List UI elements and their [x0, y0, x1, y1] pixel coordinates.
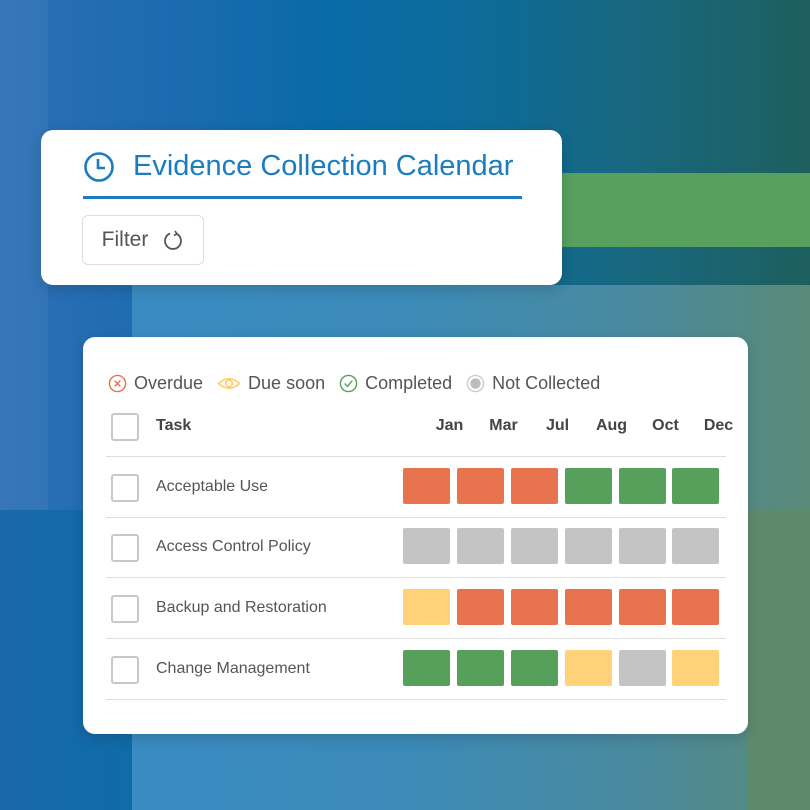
- select-all-checkbox[interactable]: [111, 413, 139, 441]
- clock-icon: [84, 151, 114, 182]
- status-cell-overdue[interactable]: [619, 589, 666, 625]
- refresh-icon: [164, 230, 183, 250]
- task-column-header: Task: [156, 417, 192, 434]
- status-cell-due-soon[interactable]: [672, 650, 719, 686]
- status-cell-due-soon[interactable]: [565, 650, 612, 686]
- status-cell-overdue[interactable]: [511, 589, 558, 625]
- legend-label: Due soon: [248, 373, 326, 393]
- month-header-jul: Jul: [545, 417, 570, 434]
- legend-not-collected: Not Collected: [466, 373, 600, 394]
- status-cell-completed[interactable]: [565, 468, 612, 504]
- task-name: Acceptable Use: [156, 478, 269, 495]
- month-header-jan: Jan: [435, 417, 464, 434]
- background-band: [748, 510, 810, 810]
- status-cell-overdue[interactable]: [672, 589, 719, 625]
- row-checkbox[interactable]: [111, 474, 139, 502]
- month-header-dec: Dec: [703, 417, 734, 434]
- legend-completed: Completed: [339, 373, 452, 394]
- task-name: Change Management: [156, 660, 310, 677]
- status-cell-not-collected[interactable]: [619, 650, 666, 686]
- month-header-aug: Aug: [595, 417, 628, 434]
- x-circle-icon: [108, 374, 127, 393]
- status-legend: Overdue Due soon Completed Not Collected: [108, 373, 600, 394]
- status-cell-not-collected[interactable]: [511, 528, 558, 564]
- table-row: Backup and Restoration: [106, 578, 726, 639]
- table-row: Change Management: [106, 639, 726, 700]
- task-name: Access Control Policy: [156, 538, 311, 555]
- table-row: Access Control Policy: [106, 517, 726, 578]
- status-cell-overdue[interactable]: [565, 589, 612, 625]
- calendar-header-card: Evidence Collection Calendar Filter: [41, 130, 562, 285]
- row-checkbox[interactable]: [111, 595, 139, 623]
- dot-circle-icon: [466, 374, 485, 393]
- status-cell-overdue[interactable]: [457, 589, 504, 625]
- calendar-table-card: Overdue Due soon Completed Not Collected…: [83, 337, 748, 734]
- month-header-mar: Mar: [489, 417, 518, 434]
- status-cell-completed[interactable]: [619, 468, 666, 504]
- status-cell-overdue[interactable]: [511, 468, 558, 504]
- decorative-green-bar: [555, 173, 810, 247]
- page-title-row: Evidence Collection Calendar: [83, 150, 513, 183]
- status-cell-completed[interactable]: [403, 650, 450, 686]
- table-header-row: Task Jan Mar Jul Aug Oct Dec: [106, 396, 733, 457]
- legend-label: Not Collected: [492, 373, 601, 393]
- legend-due-soon: Due soon: [217, 373, 325, 394]
- status-cell-not-collected[interactable]: [457, 528, 504, 564]
- status-cell-completed[interactable]: [672, 468, 719, 504]
- filter-label: Filter: [101, 228, 149, 251]
- status-cell-completed[interactable]: [457, 650, 504, 686]
- table-row: Acceptable Use: [106, 457, 726, 518]
- title-underline: [83, 196, 522, 199]
- status-cell-not-collected[interactable]: [565, 528, 612, 564]
- page-title: Evidence Collection Calendar: [133, 150, 514, 182]
- task-name: Backup and Restoration: [156, 599, 327, 616]
- legend-overdue: Overdue: [108, 373, 203, 394]
- legend-label: Completed: [365, 373, 453, 393]
- status-cell-overdue[interactable]: [403, 468, 450, 504]
- status-cell-due-soon[interactable]: [403, 589, 450, 625]
- status-cell-not-collected[interactable]: [619, 528, 666, 564]
- row-checkbox[interactable]: [111, 656, 139, 684]
- row-checkbox[interactable]: [111, 534, 139, 562]
- month-header-oct: Oct: [652, 417, 679, 434]
- status-cell-not-collected[interactable]: [672, 528, 719, 564]
- status-cell-completed[interactable]: [511, 650, 558, 686]
- eye-icon: [217, 378, 241, 389]
- status-cell-overdue[interactable]: [457, 468, 504, 504]
- check-circle-icon: [339, 374, 358, 393]
- status-cell-not-collected[interactable]: [403, 528, 450, 564]
- legend-label: Overdue: [134, 373, 204, 393]
- filter-button[interactable]: Filter: [82, 215, 204, 265]
